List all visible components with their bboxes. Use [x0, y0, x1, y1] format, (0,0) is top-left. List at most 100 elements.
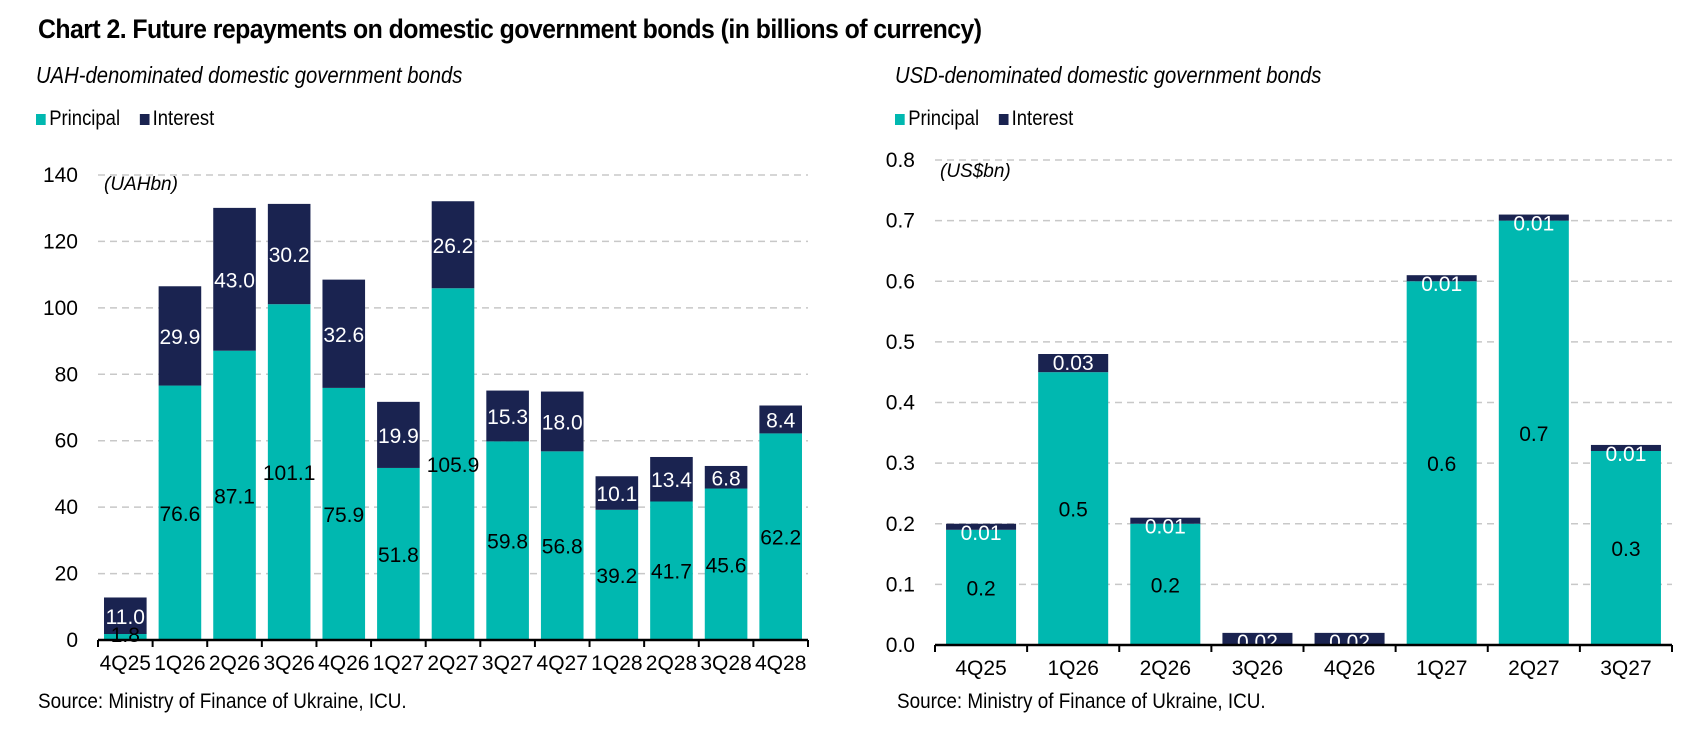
x-tick-label: 4Q25 [100, 652, 151, 675]
x-tick-label: 3Q26 [1232, 657, 1283, 680]
y-tick-label: 0.7 [886, 210, 915, 233]
interest-data-label: 15.3 [487, 406, 528, 429]
uah-chart-subtitle: UAH-denominated domestic government bond… [36, 62, 463, 88]
principal-bar [322, 387, 366, 640]
usd-chart-panel: USD-denominated domestic government bond… [895, 60, 1685, 131]
x-tick-label: 2Q27 [427, 652, 478, 675]
usd-bar-chart: 0.0 0.1 0.2 0.3 0.4 0.5 0.6 0.7 0.8 (US$bn) 0.2 0.0… [886, 149, 1673, 680]
principal-bar [1406, 281, 1477, 645]
interest-data-label: 32.6 [323, 324, 364, 347]
x-tick-label: 4Q27 [537, 652, 588, 675]
interest-swatch-icon [998, 113, 1009, 125]
interest-data-label: 11.0 [106, 606, 145, 629]
principal-bar [1498, 220, 1569, 645]
legend-label: Interest [152, 107, 215, 130]
interest-data-label: 0.02 [1237, 631, 1278, 654]
principal-bar [595, 509, 639, 640]
interest-bar [704, 465, 748, 489]
x-tick-label: 4Q26 [1324, 657, 1375, 680]
interest-bar [595, 476, 639, 510]
principal-data-label: 62.2 [760, 527, 801, 550]
interest-data-label: 0.02 [1329, 631, 1370, 654]
principal-data-label: 76.6 [159, 503, 200, 526]
interest-data-label: 29.9 [159, 326, 200, 349]
y-tick-label: 0.2 [886, 513, 915, 536]
y-tick-label: 0.8 [886, 149, 915, 172]
x-tick-label: 1Q26 [1048, 657, 1099, 680]
principal-bar [650, 501, 693, 640]
interest-bar [377, 401, 420, 468]
y-tick-label: 100 [43, 297, 78, 320]
y-tick-label: 0.0 [886, 634, 915, 657]
x-tick-label: 4Q28 [755, 652, 806, 675]
principal-bar [946, 529, 1017, 645]
principal-data-label: 0.2 [966, 577, 995, 600]
main-title: Chart 2. Future repayments on domestic g… [38, 14, 982, 44]
interest-bar [946, 523, 1017, 530]
x-tick-label: 2Q27 [1508, 657, 1559, 680]
y-tick-label: 60 [55, 430, 78, 453]
interest-bar [158, 286, 202, 386]
principal-bar [486, 441, 529, 640]
principal-data-label: 0.7 [1519, 423, 1548, 446]
principal-bar [267, 304, 311, 640]
principal-data-label: 41.7 [651, 561, 692, 584]
interest-data-label: 43.0 [214, 269, 255, 292]
x-tick-label: 1Q26 [154, 652, 205, 675]
principal-bar [377, 467, 420, 640]
x-tick-label: 2Q28 [646, 652, 697, 675]
y-tick-label: 0.4 [886, 392, 916, 415]
x-tick-label: 1Q27 [1416, 657, 1467, 680]
interest-data-label: 18.0 [542, 411, 583, 434]
interest-data-label: 30.2 [269, 244, 310, 267]
interest-bar [1314, 632, 1385, 645]
legend-item-principal: Principal [36, 107, 120, 131]
principal-data-label: 101.1 [263, 462, 316, 485]
principal-data-label: 59.8 [487, 531, 528, 554]
interest-bar [104, 597, 147, 635]
uah-chart-panel: UAH-denominated domestic government bond… [36, 60, 826, 131]
interest-data-label: 0.03 [1053, 352, 1094, 375]
interest-data-label: 19.9 [378, 425, 419, 448]
principal-bar [158, 385, 202, 640]
principal-data-label: 39.2 [596, 565, 637, 588]
x-tick-label: 3Q28 [700, 652, 751, 675]
principal-data-label: 0.3 [1611, 538, 1640, 561]
y-tick-label: 40 [55, 496, 78, 519]
interest-bar [486, 390, 529, 442]
interest-bar [540, 391, 584, 452]
uah-source-note: Source: Ministry of Finance of Ukraine, … [38, 690, 407, 713]
interest-bar [650, 456, 693, 502]
interest-data-label: 8.4 [766, 409, 796, 432]
interest-data-label: 0.01 [1421, 273, 1462, 296]
legend-item-principal: Principal [895, 107, 979, 131]
unit-label: (US$bn) [940, 161, 1011, 182]
interest-swatch-icon [139, 113, 150, 125]
principal-data-label: 51.8 [378, 544, 419, 567]
principal-bar [104, 634, 147, 640]
principal-bar [540, 451, 584, 640]
usd-source-note: Source: Ministry of Finance of Ukraine, … [897, 690, 1266, 713]
principal-swatch-icon [36, 113, 46, 125]
interest-data-label: 26.2 [433, 235, 474, 258]
legend-label: Principal [49, 107, 121, 130]
principal-data-label: 45.6 [706, 554, 747, 577]
principal-swatch-icon [895, 113, 905, 125]
principal-data-label: 105.9 [427, 454, 480, 477]
x-tick-label: 2Q26 [1140, 657, 1191, 680]
y-tick-label: 0.6 [886, 270, 915, 293]
interest-bar [1498, 214, 1569, 221]
interest-data-label: 0.01 [1606, 443, 1647, 466]
usd-chart-subtitle: USD-denominated domestic government bond… [895, 62, 1322, 88]
interest-bar [431, 201, 475, 289]
principal-bar [1038, 372, 1109, 645]
interest-bar [759, 405, 802, 434]
unit-label: (UAHbn) [104, 174, 178, 195]
x-tick-label: 1Q27 [373, 652, 424, 675]
interest-data-label: 10.1 [596, 483, 637, 506]
interest-bar [1406, 275, 1477, 282]
interest-bar [1222, 632, 1293, 645]
x-tick-label: 1Q28 [591, 652, 642, 675]
